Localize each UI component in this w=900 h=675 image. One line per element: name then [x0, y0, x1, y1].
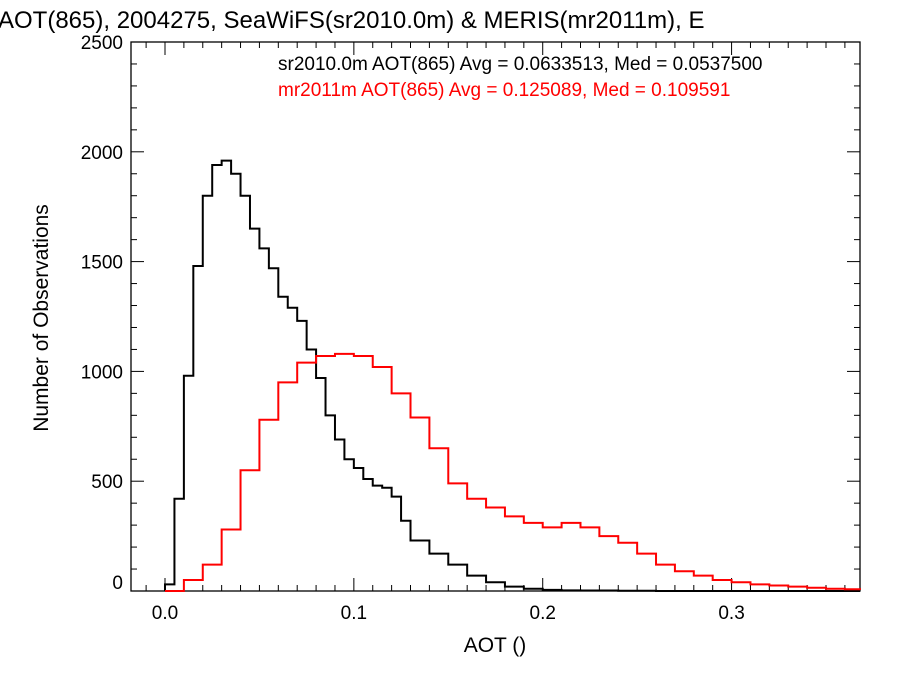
- x-tick-label: 0.1: [341, 603, 367, 624]
- plot-frame: [130, 41, 861, 592]
- legend-entry-mr2011: mr2011m AOT(865) Avg = 0.125089, Med = 0…: [278, 80, 730, 101]
- chart-title: AOT(865), 2004275, SeaWiFS(sr2010.0m) & …: [0, 7, 704, 34]
- axis-labels: AOT () Number of Observations: [30, 204, 526, 657]
- y-axis-title: Number of Observations: [30, 204, 53, 432]
- x-axis-title: AOT (): [464, 634, 527, 657]
- y-tick-label: 2000: [81, 143, 123, 164]
- y-tick-label: 2500: [81, 33, 123, 54]
- legend-entry-sr2010: sr2010.0m AOT(865) Avg = 0.0633513, Med …: [278, 54, 763, 75]
- y-tick-label: 0: [112, 573, 123, 594]
- series-line-sr2010.0m: [163, 159, 860, 592]
- y-tick-label: 500: [91, 472, 123, 493]
- plot-area: 0 500 1000 1500 2000 2500 0.0 0.1 0.2 0.3: [81, 33, 861, 624]
- x-tick-label: 0.3: [718, 603, 744, 624]
- legend: sr2010.0m AOT(865) Avg = 0.0633513, Med …: [278, 54, 763, 101]
- chart-title-group: AOT(865), 2004275, SeaWiFS(sr2010.0m) & …: [0, 7, 704, 34]
- y-tick-label: 1000: [81, 362, 123, 383]
- series-line-mr2011m: [164, 352, 861, 592]
- x-tick-label: 0.2: [530, 603, 556, 624]
- y-tick-label: 1500: [81, 253, 123, 274]
- x-tick-label: 0.0: [152, 603, 178, 624]
